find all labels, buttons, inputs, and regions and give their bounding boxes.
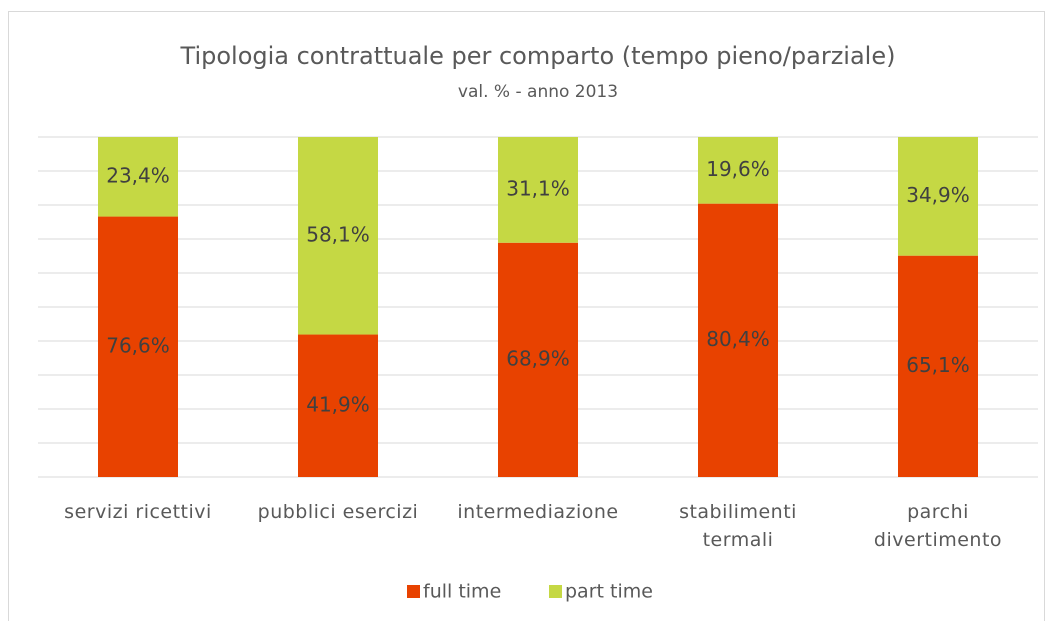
chart-subtitle: val. % - anno 2013: [458, 82, 618, 102]
bar-segment: [898, 255, 978, 477]
data-label: 80,4%: [706, 327, 770, 351]
legend-label: full time: [423, 581, 501, 603]
x-tick-label: pubblici esercizi: [257, 501, 419, 523]
x-tick-label: stabilimenti termali: [679, 501, 797, 551]
bar-segment: [698, 137, 778, 204]
data-label: 23,4%: [106, 163, 170, 187]
bar-segment: [498, 242, 578, 477]
bar-segment: [298, 137, 378, 335]
data-label: 58,1%: [306, 222, 370, 246]
data-label: 31,1%: [506, 176, 570, 200]
chart-border: [8, 11, 1045, 621]
x-tick-label: intermediazione: [457, 501, 619, 523]
legend-label: part time: [565, 581, 653, 603]
bar-segment: [698, 203, 778, 477]
data-label: 65,1%: [906, 353, 970, 377]
x-tick-label: parchi divertimento: [873, 501, 1003, 551]
bar-segment: [98, 137, 178, 217]
chart-title: Tipologia contrattuale per comparto (tem…: [180, 42, 896, 70]
data-label: 19,6%: [706, 157, 770, 181]
legend-swatch: [407, 585, 420, 598]
data-label: 68,9%: [506, 346, 570, 370]
x-tick-label: servizi ricettivi: [64, 501, 212, 523]
data-label: 41,9%: [306, 392, 370, 416]
legend-swatch: [549, 585, 562, 598]
bar-segment: [298, 334, 378, 477]
bar-segment: [98, 216, 178, 477]
data-label: 76,6%: [106, 333, 170, 357]
bar-segment: [498, 137, 578, 243]
data-label: 34,9%: [906, 183, 970, 207]
bar-segment: [898, 137, 978, 256]
